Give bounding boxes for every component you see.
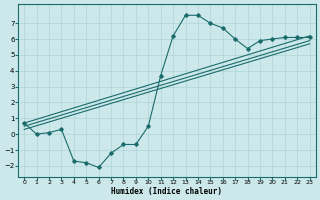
- X-axis label: Humidex (Indice chaleur): Humidex (Indice chaleur): [111, 187, 222, 196]
